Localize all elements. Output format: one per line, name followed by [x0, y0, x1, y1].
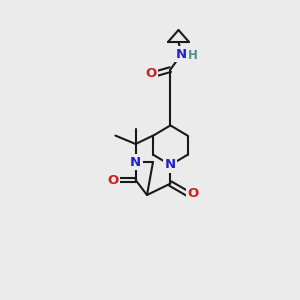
Text: N: N	[130, 155, 141, 169]
Text: N: N	[176, 47, 187, 61]
Text: O: O	[146, 67, 157, 80]
Text: O: O	[107, 173, 119, 187]
Text: H: H	[188, 49, 198, 62]
Text: O: O	[187, 187, 199, 200]
Text: N: N	[165, 158, 176, 172]
